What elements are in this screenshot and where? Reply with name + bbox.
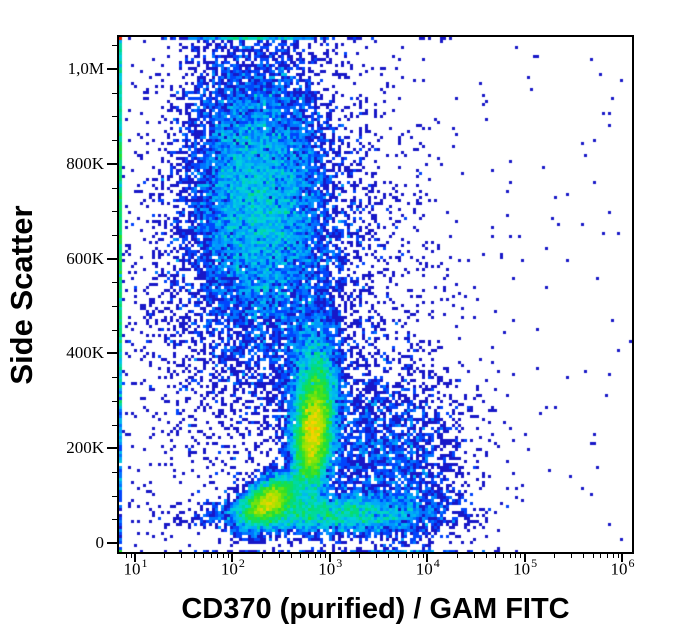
y-axis-tick-label: 0: [95, 533, 105, 552]
y-axis-tick-label: 400K: [66, 343, 104, 363]
x-axis-minor-tick: [520, 554, 521, 558]
density-plot-canvas: [119, 37, 632, 552]
y-axis-minor-tick: [112, 306, 117, 307]
x-axis-title: CD370 (purified) / GAM FITC: [181, 593, 570, 625]
x-axis-minor-tick: [131, 554, 132, 558]
y-axis-minor-tick: [112, 188, 117, 189]
y-axis-major-tick: [107, 352, 117, 355]
x-axis-minor-tick: [291, 554, 292, 558]
x-axis-minor-tick: [583, 554, 584, 558]
x-axis-minor-tick: [126, 554, 127, 558]
x-axis-minor-tick: [613, 554, 614, 558]
x-axis-minor-tick: [320, 554, 321, 558]
x-axis-minor-tick: [571, 554, 572, 558]
x-axis-major-tick: [426, 554, 429, 562]
x-axis-minor-tick: [279, 554, 280, 558]
y-axis-minor-tick: [112, 211, 117, 212]
x-axis-minor-tick: [503, 554, 504, 558]
x-axis-minor-tick: [359, 554, 360, 558]
x-axis-minor-tick: [164, 554, 165, 558]
y-axis-tick-label: 800K: [66, 153, 104, 173]
y-axis-tick-label: 1,0M: [67, 59, 104, 78]
x-axis-minor-tick: [217, 554, 218, 558]
x-axis-minor-tick: [376, 554, 377, 558]
x-axis-minor-tick: [308, 554, 309, 558]
y-axis-minor-tick: [112, 45, 117, 46]
x-axis-minor-tick: [223, 554, 224, 558]
x-axis-tick-label: 103: [318, 556, 343, 579]
x-axis-major-tick: [231, 554, 234, 562]
y-axis-major-tick: [107, 162, 117, 165]
plot-frame: [117, 35, 634, 554]
y-axis-minor-tick: [112, 330, 117, 331]
x-axis-minor-tick: [607, 554, 608, 558]
y-axis-major-tick: [107, 257, 117, 260]
x-axis-major-tick: [134, 554, 136, 562]
y-axis-minor-tick: [112, 140, 117, 141]
y-axis-minor-tick: [112, 282, 117, 283]
x-axis-minor-tick: [457, 554, 458, 558]
x-axis-minor-tick: [211, 554, 212, 558]
x-axis-minor-tick: [300, 554, 301, 558]
x-axis-tick-label: 102: [220, 556, 245, 579]
x-axis-minor-tick: [474, 554, 475, 558]
x-axis-minor-tick: [398, 554, 399, 558]
x-axis-tick-label: 105: [513, 556, 538, 579]
x-axis-minor-tick: [593, 554, 594, 558]
x-axis-minor-tick: [554, 554, 555, 558]
x-axis-minor-tick: [618, 554, 619, 558]
y-axis-major-tick: [107, 68, 117, 70]
y-axis-major-tick: [107, 447, 117, 450]
y-axis-minor-tick: [112, 472, 117, 473]
x-axis-minor-tick: [325, 554, 326, 558]
x-axis-minor-tick: [515, 554, 516, 558]
x-axis-minor-tick: [600, 554, 601, 558]
x-axis-minor-tick: [495, 554, 496, 558]
y-axis-tick-label: 600K: [66, 248, 104, 268]
x-axis-minor-tick: [203, 554, 204, 558]
x-axis-minor-tick: [388, 554, 389, 558]
y-axis-minor-tick: [112, 235, 117, 236]
x-axis-minor-tick: [194, 554, 195, 558]
x-axis-minor-tick: [406, 554, 407, 558]
x-axis-minor-tick: [181, 554, 182, 558]
y-axis-tick-label: 200K: [66, 438, 104, 458]
x-axis-major-tick: [621, 554, 623, 562]
x-axis-minor-tick: [486, 554, 487, 558]
x-axis-minor-tick: [412, 554, 413, 558]
x-axis-minor-tick: [510, 554, 511, 558]
y-axis-title: Side Scatter: [4, 205, 39, 385]
y-axis-minor-tick: [112, 425, 117, 426]
x-axis-minor-tick: [315, 554, 316, 558]
y-axis-minor-tick: [112, 496, 117, 497]
y-axis-minor-tick: [112, 519, 117, 520]
y-axis-minor-tick: [112, 116, 117, 117]
x-axis-major-tick: [523, 554, 526, 562]
y-axis-minor-tick: [112, 401, 117, 402]
x-axis-tick-label: 106: [610, 556, 635, 579]
x-axis-minor-tick: [418, 554, 419, 558]
x-axis-minor-tick: [423, 554, 424, 558]
x-axis-minor-tick: [228, 554, 229, 558]
x-axis-tick-label: 104: [415, 556, 440, 579]
y-axis-major-tick: [107, 542, 117, 544]
y-axis-minor-tick: [112, 377, 117, 378]
x-axis-minor-tick: [262, 554, 263, 558]
x-axis-major-tick: [328, 554, 331, 562]
y-axis-minor-tick: [112, 93, 117, 94]
x-axis-tick-label: 101: [123, 556, 148, 579]
